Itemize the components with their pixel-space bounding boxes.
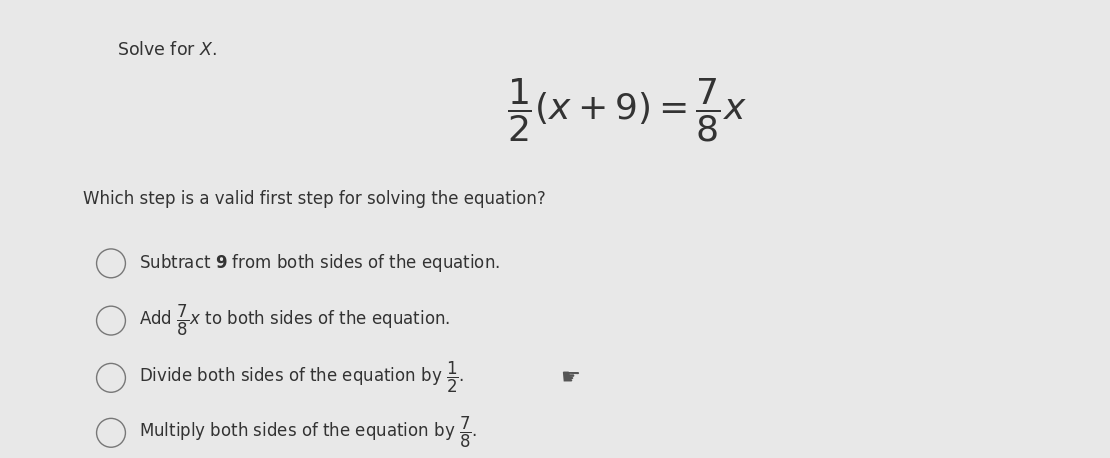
Text: ☛: ☛ [561, 368, 581, 388]
Text: $\dfrac{1}{2}(x + 9) = \dfrac{7}{8}x$: $\dfrac{1}{2}(x + 9) = \dfrac{7}{8}x$ [507, 76, 747, 143]
Text: Which step is a valid first step for solving the equation?: Which step is a valid first step for sol… [83, 190, 546, 208]
Text: Add $\dfrac{7}{8}x$ to both sides of the equation.: Add $\dfrac{7}{8}x$ to both sides of the… [139, 303, 450, 338]
Text: Multiply both sides of the equation by $\dfrac{7}{8}$.: Multiply both sides of the equation by $… [139, 415, 477, 450]
Text: Subtract $\mathbf{9}$ from both sides of the equation.: Subtract $\mathbf{9}$ from both sides of… [139, 252, 500, 274]
Text: Divide both sides of the equation by $\dfrac{1}{2}$.: Divide both sides of the equation by $\d… [139, 360, 464, 395]
Text: Solve for $X$.: Solve for $X$. [117, 41, 216, 59]
